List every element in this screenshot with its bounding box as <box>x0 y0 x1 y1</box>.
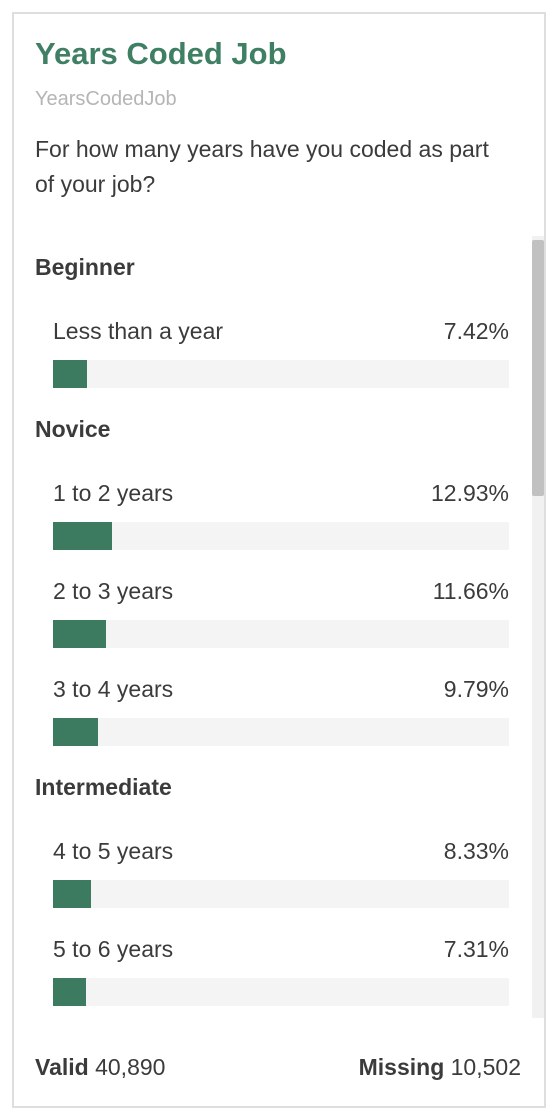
result-label: 3 to 4 years <box>53 676 174 702</box>
result-label: 5 to 6 years <box>53 936 174 962</box>
result-percent: 9.79% <box>443 676 509 702</box>
result-bar-fill <box>53 522 112 550</box>
result-bar-fill <box>53 360 87 388</box>
result-bar-fill <box>53 620 107 648</box>
result-row: 3 to 4 years 9.79% <box>53 676 509 746</box>
valid-count: Valid 40,890 <box>35 1054 165 1081</box>
missing-label: Missing <box>358 1054 445 1080</box>
result-bar-fill <box>53 880 91 908</box>
card-subtitle: YearsCodedJob <box>35 88 177 110</box>
missing-value: 10,502 <box>450 1054 521 1080</box>
valid-label: Valid <box>35 1054 89 1080</box>
result-label: Less than a year <box>53 318 224 344</box>
missing-count: Missing 10,502 <box>359 1054 521 1081</box>
card-title: Years Coded Job <box>35 36 287 71</box>
result-label: 1 to 2 years <box>53 480 174 506</box>
group-title-novice: Novice <box>35 416 111 442</box>
result-percent: 12.93% <box>430 480 509 506</box>
result-bar-track <box>53 360 509 388</box>
result-row: 2 to 3 years 11.66% <box>53 578 509 648</box>
results-list[interactable]: Beginner Less than a year 7.42% Novice 1… <box>14 236 544 1018</box>
result-bar-track <box>53 718 509 746</box>
result-row: Less than a year 7.42% <box>53 318 509 388</box>
result-bar-fill <box>53 718 98 746</box>
question-card: Years Coded Job YearsCodedJob For how ma… <box>12 12 546 1108</box>
result-bar-track <box>53 620 509 648</box>
result-bar-track <box>53 522 509 550</box>
result-percent: 11.66% <box>432 578 509 604</box>
result-bar-track <box>53 978 509 1006</box>
result-row: 5 to 6 years 7.31% <box>53 936 509 1006</box>
result-percent: 7.31% <box>443 936 509 962</box>
result-label: 4 to 5 years <box>53 838 174 864</box>
result-bar-track <box>53 880 509 908</box>
result-bar-fill <box>53 978 87 1006</box>
group-title-beginner: Beginner <box>35 254 135 280</box>
result-percent: 8.33% <box>443 838 509 864</box>
group-title-intermediate: Intermediate <box>35 774 172 800</box>
response-summary: Valid 40,890 Missing 10,502 <box>35 1054 521 1086</box>
scrollbar-thumb[interactable] <box>532 240 544 496</box>
result-percent: 7.42% <box>443 318 509 344</box>
result-label: 2 to 3 years <box>53 578 174 604</box>
valid-value: 40,890 <box>95 1054 166 1080</box>
scrollbar-track[interactable] <box>532 236 544 1018</box>
result-row: 1 to 2 years 12.93% <box>53 480 509 550</box>
question-text: For how many years have you coded as par… <box>35 136 489 197</box>
result-row: 4 to 5 years 8.33% <box>53 838 509 908</box>
